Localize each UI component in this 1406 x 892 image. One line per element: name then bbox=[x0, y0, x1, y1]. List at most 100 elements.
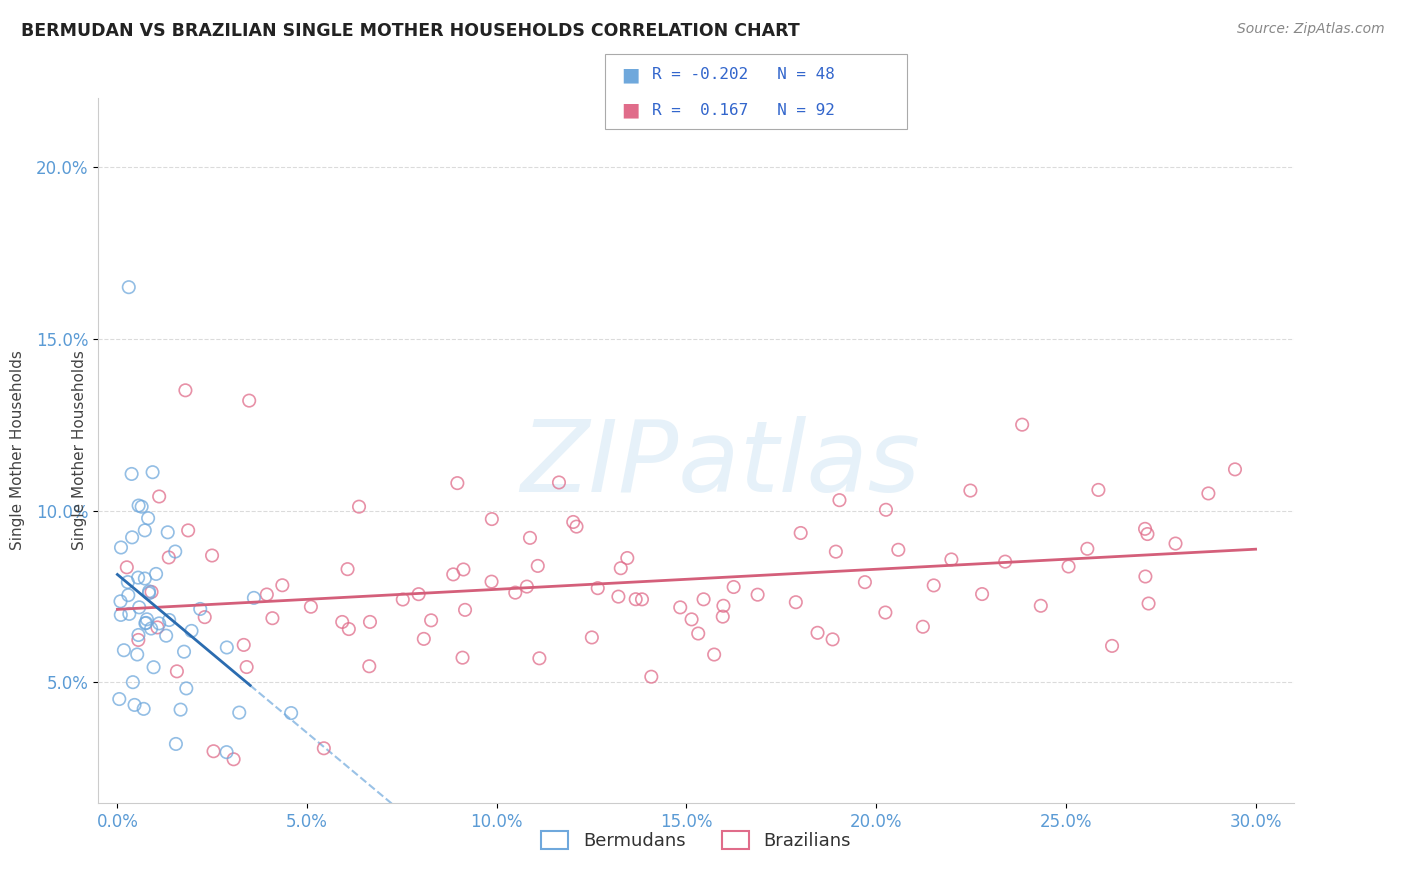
Point bbox=[136, 511, 159, 525]
Point bbox=[121, 467, 143, 481]
Point bbox=[112, 643, 135, 657]
Point bbox=[110, 541, 132, 555]
Point bbox=[586, 581, 609, 595]
Point bbox=[548, 475, 571, 490]
Point bbox=[911, 620, 934, 634]
Point bbox=[581, 631, 603, 645]
Point bbox=[117, 588, 139, 602]
Point bbox=[824, 544, 846, 558]
Point bbox=[115, 560, 138, 574]
Point bbox=[142, 660, 165, 674]
Point bbox=[941, 552, 963, 566]
Point bbox=[127, 648, 149, 662]
Point bbox=[453, 562, 475, 576]
Point bbox=[148, 616, 170, 631]
Point bbox=[142, 465, 165, 479]
Point bbox=[127, 628, 149, 642]
Text: ZIPatlas: ZIPatlas bbox=[520, 416, 920, 513]
Point bbox=[519, 531, 541, 545]
Point bbox=[994, 555, 1017, 569]
Point bbox=[669, 600, 692, 615]
Text: ■: ■ bbox=[621, 65, 640, 84]
Point bbox=[887, 542, 910, 557]
Point bbox=[359, 615, 381, 629]
Point bbox=[970, 587, 993, 601]
Point bbox=[640, 670, 662, 684]
Point bbox=[875, 606, 897, 620]
Point bbox=[117, 575, 139, 590]
Point bbox=[124, 698, 146, 712]
Point bbox=[188, 602, 211, 616]
Point bbox=[165, 737, 187, 751]
Point bbox=[194, 610, 217, 624]
Point bbox=[1197, 486, 1219, 500]
Point bbox=[391, 592, 413, 607]
Point bbox=[1135, 569, 1157, 583]
Point bbox=[141, 585, 163, 599]
Point bbox=[529, 651, 551, 665]
Point bbox=[121, 530, 143, 544]
Point bbox=[454, 603, 477, 617]
Point bbox=[420, 613, 443, 627]
Point bbox=[232, 638, 254, 652]
Point bbox=[177, 524, 200, 538]
Point bbox=[624, 592, 647, 607]
Point bbox=[118, 280, 141, 294]
Point bbox=[176, 681, 198, 696]
Point bbox=[359, 659, 381, 673]
Point bbox=[1164, 536, 1187, 550]
Point bbox=[139, 622, 162, 636]
Text: Source: ZipAtlas.com: Source: ZipAtlas.com bbox=[1237, 22, 1385, 37]
Point bbox=[441, 567, 464, 582]
Point bbox=[1223, 462, 1246, 476]
Point bbox=[853, 575, 876, 590]
Point bbox=[408, 587, 430, 601]
Point bbox=[959, 483, 981, 498]
Point bbox=[821, 632, 844, 647]
Point bbox=[616, 551, 638, 566]
Point bbox=[128, 499, 150, 513]
Point bbox=[166, 665, 188, 679]
Point bbox=[148, 490, 170, 504]
Point bbox=[271, 578, 294, 592]
Point bbox=[134, 524, 156, 538]
Text: R =  0.167   N = 92: R = 0.167 N = 92 bbox=[652, 103, 835, 118]
Point bbox=[516, 580, 538, 594]
Point bbox=[688, 626, 710, 640]
Point bbox=[128, 600, 150, 615]
Point bbox=[155, 629, 177, 643]
Point bbox=[692, 592, 714, 607]
Point bbox=[215, 745, 238, 759]
Point bbox=[1133, 522, 1156, 536]
Point bbox=[412, 632, 434, 646]
Point bbox=[565, 519, 588, 533]
Point bbox=[118, 607, 141, 621]
Point bbox=[1076, 541, 1098, 556]
Point bbox=[610, 561, 633, 575]
Point bbox=[1137, 597, 1160, 611]
Point bbox=[526, 558, 548, 573]
Point bbox=[138, 586, 160, 600]
Point bbox=[127, 632, 149, 647]
Legend: Bermudans, Brazilians: Bermudans, Brazilians bbox=[534, 823, 858, 857]
Point bbox=[806, 625, 828, 640]
Point bbox=[132, 702, 155, 716]
Point bbox=[607, 590, 630, 604]
Point bbox=[1011, 417, 1033, 432]
Point bbox=[280, 706, 302, 720]
Y-axis label: Single Mother Households: Single Mother Households bbox=[10, 351, 25, 550]
Point bbox=[157, 550, 180, 565]
Text: R = -0.202   N = 48: R = -0.202 N = 48 bbox=[652, 67, 835, 82]
Point bbox=[235, 660, 257, 674]
Point bbox=[703, 648, 725, 662]
Point bbox=[157, 613, 180, 627]
Point bbox=[173, 645, 195, 659]
Point bbox=[631, 592, 654, 607]
Point bbox=[711, 609, 734, 624]
Point bbox=[875, 503, 897, 517]
Point bbox=[180, 624, 202, 638]
Point bbox=[336, 562, 359, 576]
Point bbox=[1136, 527, 1159, 541]
Point bbox=[238, 393, 260, 408]
Point bbox=[347, 500, 370, 514]
